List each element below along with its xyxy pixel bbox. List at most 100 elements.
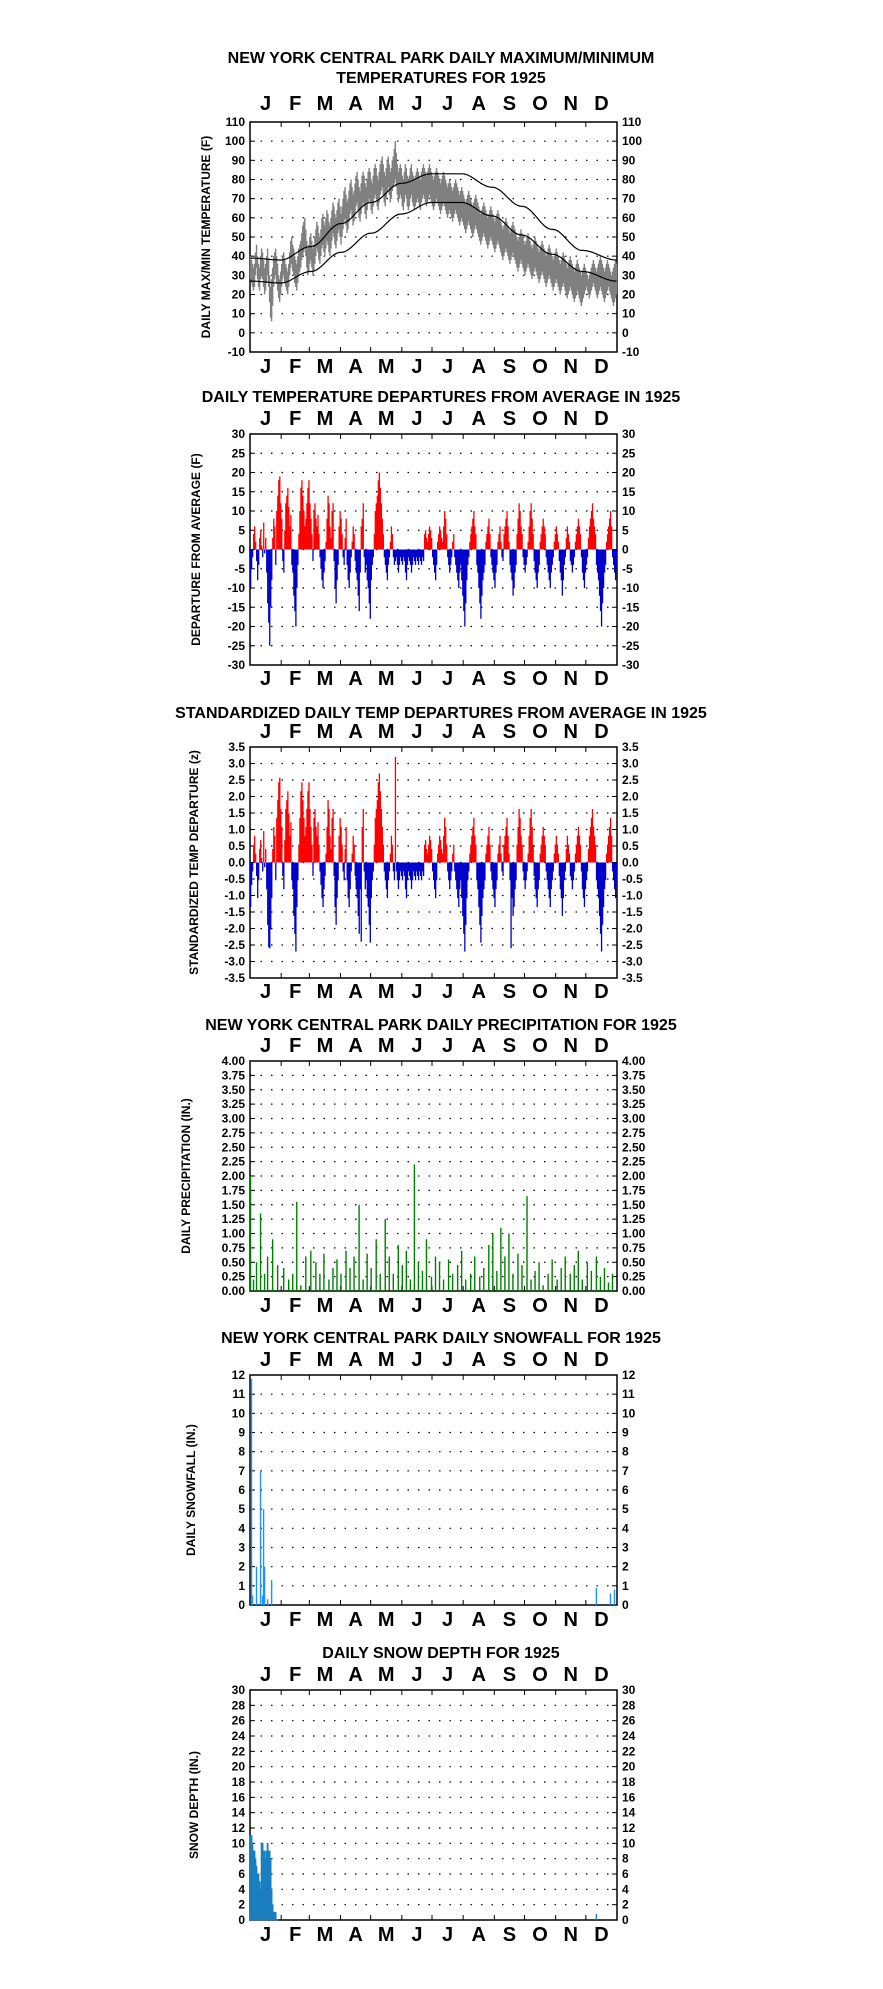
y-tick-label-left: 5	[238, 1502, 245, 1516]
negative-departure-bar	[387, 549, 390, 565]
negative-departure-bar	[400, 862, 403, 877]
negative-departure-bar	[416, 862, 419, 877]
negative-departure-bar	[493, 862, 495, 899]
negative-departure-bar	[342, 862, 344, 872]
negative-departure-bar	[456, 549, 458, 573]
positive-departure-bar	[578, 526, 581, 550]
y-tick-label-right: -2.0	[622, 922, 643, 936]
positive-departure-bar	[288, 813, 290, 863]
y-tick-label-right: 0.25	[622, 1270, 646, 1284]
positive-departure-bar	[279, 476, 281, 550]
positive-departure-bar	[497, 541, 499, 550]
negative-departure-bar	[509, 862, 511, 881]
negative-departure-bar	[536, 549, 538, 588]
positive-departure-bar	[430, 848, 433, 863]
negative-departure-bar	[536, 862, 538, 908]
negative-departure-bar	[296, 549, 298, 588]
positive-departure-bar	[373, 534, 375, 550]
month-label-bottom: N	[564, 668, 578, 690]
month-label-bottom: A	[472, 981, 486, 1003]
negative-departure-bar	[395, 862, 398, 872]
month-label-top: A	[472, 1664, 486, 1686]
y-tick-label-left: -3.0	[224, 955, 245, 969]
negative-departure-bar	[369, 862, 371, 943]
negative-departure-bar	[251, 549, 253, 569]
y-tick-label-right: 9	[622, 1426, 629, 1440]
y-tick-label-right: -30	[622, 658, 640, 672]
month-label-bottom: J	[260, 981, 271, 1003]
y-tick-label-left: 3	[238, 1541, 245, 1555]
negative-departure-bar	[412, 862, 415, 872]
month-label-bottom: D	[594, 668, 608, 690]
departures-chart: DAILY TEMPERATURE DEPARTURES FROM AVERAG…	[189, 389, 680, 690]
negative-departure-bar	[267, 862, 269, 925]
negative-departure-bar	[320, 549, 322, 569]
positive-departure-bar	[273, 518, 275, 550]
positive-departure-bar	[540, 534, 542, 550]
y-tick-label-right: 8	[622, 1852, 629, 1866]
positive-departure-bar	[568, 853, 571, 863]
month-label-bottom: M	[317, 1609, 334, 1631]
y-tick-label-right: 110	[622, 115, 642, 129]
negative-departure-bar	[490, 862, 492, 872]
positive-departure-bar	[578, 835, 581, 863]
positive-departure-bar	[440, 840, 442, 863]
positive-departure-bar	[379, 791, 382, 863]
positive-departure-bar	[497, 853, 499, 863]
negative-departure-bar	[447, 862, 449, 872]
y-tick-label-right: 10	[622, 307, 636, 321]
positive-departure-bar	[339, 511, 341, 550]
positive-departure-bar	[541, 835, 543, 863]
negative-departure-bar	[324, 549, 326, 562]
positive-departure-bar	[589, 826, 592, 863]
positive-departure-bar	[555, 526, 557, 550]
positive-departure-bar	[311, 534, 313, 550]
negative-departure-bar	[412, 549, 415, 558]
positive-departure-bar	[557, 541, 559, 550]
y-tick-label-left: 6	[238, 1483, 245, 1497]
negative-departure-bar	[270, 862, 272, 930]
y-tick-label-right: -1.0	[622, 889, 643, 903]
month-label-bottom: S	[503, 1609, 516, 1631]
negative-departure-bar	[480, 549, 482, 619]
month-label-bottom: A	[348, 981, 362, 1003]
y-tick-label-left: 10	[232, 307, 246, 321]
negative-departure-bar	[282, 549, 284, 562]
negative-departure-bar	[466, 862, 468, 899]
negative-departure-bar	[546, 862, 548, 881]
month-label-top: A	[472, 93, 486, 115]
negative-departure-bar	[560, 862, 562, 899]
month-label-bottom: F	[289, 668, 301, 690]
y-tick-label-right: 11	[622, 1387, 635, 1401]
y-tick-label-left: 70	[232, 192, 246, 206]
positive-departure-bar	[375, 809, 377, 863]
negative-departure-bar	[415, 549, 418, 558]
positive-departure-bar	[543, 835, 545, 863]
negative-departure-bar	[451, 549, 453, 558]
negative-departure-bar	[468, 862, 470, 872]
y-tick-label-left: 3.25	[222, 1097, 246, 1111]
negative-departure-bar	[551, 549, 553, 565]
negative-departure-bar	[413, 862, 416, 877]
y-tick-label-left: -30	[228, 658, 246, 672]
negative-departure-bar	[324, 862, 326, 877]
positive-departure-bar	[440, 530, 442, 550]
negative-departure-bar	[482, 549, 484, 581]
positive-departure-bar	[341, 844, 343, 863]
month-label-top: M	[317, 93, 334, 115]
positive-departure-bar	[360, 526, 362, 550]
negative-departure-bar	[363, 549, 365, 558]
positive-departure-bar	[340, 826, 342, 863]
positive-departure-bar	[508, 541, 510, 550]
month-label-top: J	[442, 1349, 453, 1371]
negative-departure-bar	[461, 862, 463, 899]
y-tick-label-left: 3.0	[228, 757, 245, 771]
positive-departure-bar	[351, 853, 353, 863]
y-tick-label-left: 80	[232, 173, 246, 187]
negative-departure-bar	[262, 862, 264, 872]
positive-departure-bar	[330, 537, 332, 550]
month-label-top: N	[564, 408, 578, 430]
negative-departure-bar	[533, 862, 535, 877]
y-tick-label-left: 1.75	[222, 1183, 246, 1197]
negative-departure-bar	[524, 862, 526, 890]
